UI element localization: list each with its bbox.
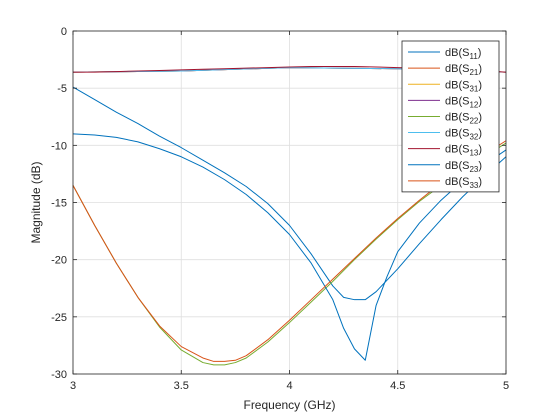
y-tick-label: -30 — [51, 369, 67, 381]
legend-label: dB(S12) — [445, 95, 482, 109]
x-tick-label: 4.5 — [390, 380, 405, 392]
legend-label: dB(S21) — [445, 63, 482, 77]
y-tick-label: -15 — [51, 198, 67, 210]
x-tick-label: 5 — [503, 380, 509, 392]
series-line-dbs23 — [72, 133, 507, 361]
legend-label: dB(S32) — [445, 128, 482, 142]
legend-label: dB(S31) — [445, 79, 482, 93]
x-tick-label: 3.5 — [174, 380, 189, 392]
y-tick-label: -20 — [51, 255, 67, 267]
y-tick-label: 0 — [61, 26, 67, 38]
y-tick-label: -5 — [57, 83, 67, 95]
series-line-dbs33 — [72, 140, 507, 362]
y-axis-ticks: 0 -5 -10 -15 -20 -25 -30 — [51, 26, 506, 381]
legend-label: dB(S22) — [445, 111, 482, 125]
x-tick-label: 4 — [286, 380, 292, 392]
legend: dB(S11) dB(S21) dB(S31) dB(S12) dB(S22) dB(S3… — [401, 40, 500, 193]
y-axis-label: Magnitude (dB) — [29, 161, 43, 243]
legend-label: dB(S23) — [445, 160, 482, 174]
x-axis-ticks: 3 3.5 4 4.5 5 — [70, 31, 509, 392]
legend-label: dB(S11) — [445, 47, 481, 61]
series-line-dbs11 — [72, 86, 507, 301]
legend-label: dB(S33) — [445, 176, 482, 190]
y-tick-label: -10 — [51, 140, 67, 152]
legend-label: dB(S13) — [445, 144, 482, 158]
x-tick-label: 3 — [70, 380, 76, 392]
x-axis-label: Frequency (GHz) — [243, 398, 335, 412]
y-tick-label: -25 — [51, 312, 67, 324]
